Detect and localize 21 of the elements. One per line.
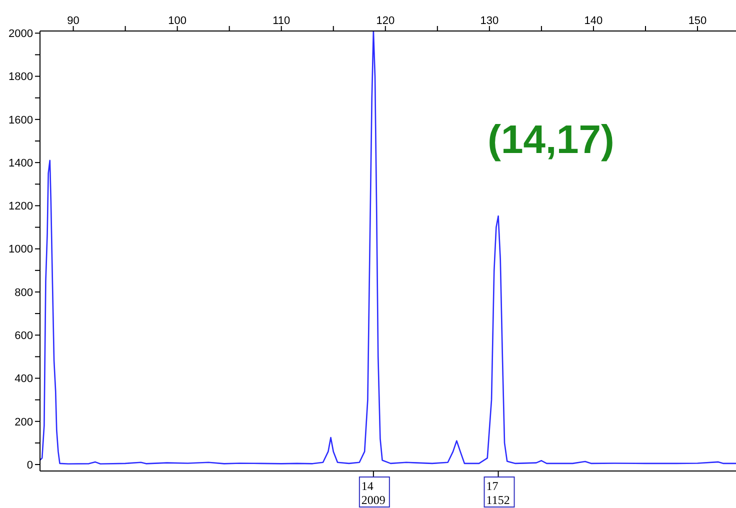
y-tick-label: 1800 <box>8 71 33 84</box>
x-tick-label: 100 <box>168 15 187 27</box>
text: (14,17) <box>486 118 616 163</box>
x-tick-label: 110 <box>272 15 290 27</box>
x-tick-label: 140 <box>584 15 603 27</box>
y-tick-label: 1400 <box>8 157 33 170</box>
y-tick-label: 2000 <box>8 28 33 40</box>
y-tick-label: 0 <box>26 459 33 472</box>
y-tick-label: 1000 <box>8 244 33 256</box>
x-tick-label: 150 <box>688 15 707 27</box>
y-tick-label: 400 <box>14 373 33 386</box>
annotation: 17 1152 <box>486 479 510 507</box>
annotation: 14 2009 <box>361 479 386 507</box>
y-tick-label: 1600 <box>8 114 33 126</box>
x-tick-label: 120 <box>376 15 395 27</box>
y-tick-label: 200 <box>14 416 33 428</box>
y-tick-label: 800 <box>14 286 33 299</box>
y-tick-label: 1200 <box>8 200 33 213</box>
y-tick-label: 600 <box>14 330 33 342</box>
x-tick-label: 130 <box>480 15 499 27</box>
x-tick-label: 90 <box>67 15 80 27</box>
